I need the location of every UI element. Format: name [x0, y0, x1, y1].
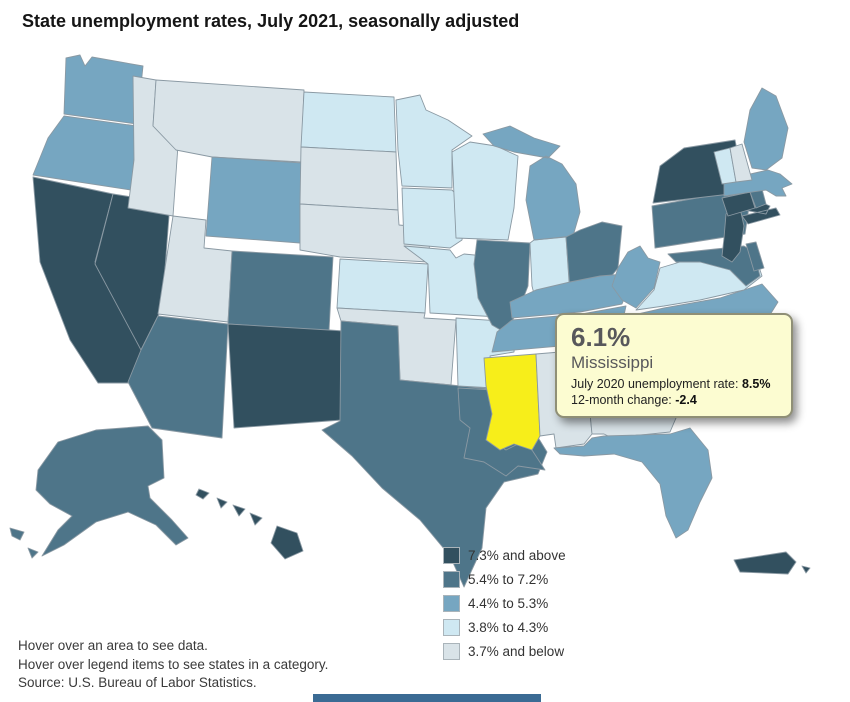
state-HI[interactable]	[195, 488, 304, 560]
partial-element-bottom	[313, 694, 541, 702]
state-MI[interactable]	[482, 125, 581, 241]
state-MS[interactable]	[483, 353, 541, 451]
state-DE[interactable]	[745, 241, 765, 272]
legend-item[interactable]: 3.7% and below	[443, 642, 566, 661]
legend-item[interactable]: 4.4% to 5.3%	[443, 594, 566, 613]
map-legend: 7.3% and above 5.4% to 7.2% 4.4% to 5.3% 3.…	[443, 546, 566, 666]
footer-notes: Hover over an area to see data. Hover ov…	[18, 637, 328, 693]
tooltip-previous-rate: July 2020 unemployment rate: 8.5%	[571, 376, 779, 393]
legend-swatch	[443, 619, 460, 636]
state-FL[interactable]	[553, 427, 713, 539]
legend-label: 5.4% to 7.2%	[468, 572, 549, 587]
tooltip-state-name: Mississippi	[571, 352, 654, 372]
legend-label: 7.3% and above	[468, 548, 566, 563]
state-IA[interactable]	[401, 187, 467, 249]
state-PR[interactable]	[733, 551, 811, 575]
legend-swatch	[443, 643, 460, 660]
legend-label: 3.7% and below	[468, 644, 565, 659]
state-NM[interactable]	[227, 323, 345, 429]
state-IL[interactable]	[473, 239, 531, 333]
legend-item[interactable]: 5.4% to 7.2%	[443, 570, 566, 589]
legend-swatch	[443, 595, 460, 612]
state-CO[interactable]	[227, 250, 334, 332]
tooltip-previous-rate-value: 8.5%	[741, 376, 771, 391]
state-MN[interactable]	[395, 94, 473, 189]
state-WI[interactable]	[451, 141, 519, 241]
state-WV[interactable]	[611, 245, 661, 309]
tooltip-rate: 6.1%	[571, 322, 631, 352]
tooltip-change-value: -2.4	[675, 393, 697, 408]
legend-item[interactable]: 3.8% to 4.3%	[443, 618, 566, 637]
tooltip-change-label: 12-month change:	[571, 393, 676, 408]
state-KS[interactable]	[336, 258, 429, 314]
state-ME[interactable]	[743, 87, 789, 171]
footer-line-hover-area: Hover over an area to see data.	[18, 638, 208, 653]
footer-line-source: Source: U.S. Bureau of Labor Statistics.	[18, 675, 257, 690]
page-title: State unemployment rates, July 2021, sea…	[22, 11, 520, 31]
legend-swatch	[443, 571, 460, 588]
state-WA[interactable]	[63, 54, 144, 125]
footer-line-hover-legend: Hover over legend items to see states in…	[18, 656, 329, 672]
state-WY[interactable]	[205, 156, 304, 244]
legend-label: 4.4% to 5.3%	[468, 596, 549, 611]
legend-item[interactable]: 7.3% and above	[443, 546, 566, 565]
state-tooltip: 6.1% Mississippi July 2020 unemployment …	[555, 313, 793, 418]
state-SD[interactable]	[299, 146, 399, 211]
state-OR[interactable]	[32, 115, 138, 191]
tooltip-previous-rate-label: July 2020 unemployment rate:	[571, 376, 742, 391]
legend-label: 3.8% to 4.3%	[468, 620, 549, 635]
legend-swatch	[443, 547, 460, 564]
tooltip-change: 12-month change: -2.4	[571, 392, 779, 409]
state-NH[interactable]	[729, 143, 753, 183]
state-MT[interactable]	[152, 79, 305, 163]
state-ND[interactable]	[300, 91, 397, 153]
state-AK[interactable]	[9, 425, 189, 559]
